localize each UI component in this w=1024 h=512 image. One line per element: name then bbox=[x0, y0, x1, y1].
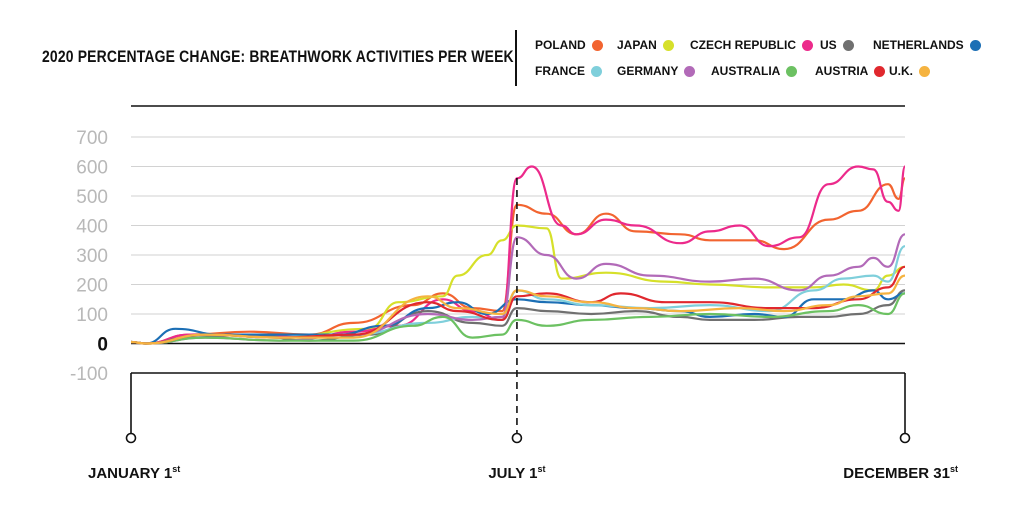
y-tick-label: 700 bbox=[76, 128, 108, 149]
y-tick-label: 500 bbox=[76, 187, 108, 208]
legend-swatch bbox=[802, 39, 814, 51]
legend-item-us: US bbox=[820, 38, 854, 52]
legend-label: JAPAN bbox=[617, 38, 657, 52]
legend-label: U.K. bbox=[889, 64, 913, 78]
y-tick-label: 400 bbox=[76, 217, 108, 238]
milestone-label-text: DECEMBER 31 bbox=[843, 465, 950, 482]
legend-separator bbox=[515, 30, 517, 86]
legend-item-netherlands: NETHERLANDS bbox=[873, 38, 981, 52]
series-line-us bbox=[130, 289, 906, 345]
legend-label: FRANCE bbox=[535, 64, 585, 78]
milestone-label-suffix: st bbox=[172, 464, 180, 474]
legend-item-japan: JAPAN bbox=[617, 38, 674, 52]
legend-swatch bbox=[662, 39, 674, 51]
milestone-marker bbox=[899, 432, 911, 444]
legend-label: AUSTRALIA bbox=[711, 64, 781, 78]
legend-item-australia: AUSTRALIA bbox=[711, 64, 798, 78]
legend-item-france: FRANCE bbox=[535, 64, 602, 78]
legend-label: GERMANY bbox=[617, 64, 679, 78]
series-line-poland bbox=[130, 177, 907, 345]
milestone-label-july-1: JULY 1st bbox=[488, 464, 545, 482]
legend-swatch bbox=[874, 65, 886, 77]
y-tick-label: 200 bbox=[76, 276, 108, 297]
legend-item-austria: AUSTRIA bbox=[815, 64, 886, 78]
milestone-label-text: JULY 1 bbox=[488, 465, 537, 482]
milestone-label-text: JANUARY 1 bbox=[88, 465, 172, 482]
y-tick-label: 100 bbox=[76, 305, 108, 326]
legend-swatch bbox=[969, 39, 981, 51]
legend-swatch bbox=[842, 39, 854, 51]
milestone-label-january-1: JANUARY 1st bbox=[88, 464, 180, 482]
legend-swatch bbox=[684, 65, 696, 77]
y-tick-label: 0 bbox=[97, 335, 108, 356]
legend-swatch bbox=[591, 65, 602, 77]
legend-swatch bbox=[786, 65, 798, 77]
milestone-label-suffix: st bbox=[538, 464, 546, 474]
series-line-france bbox=[130, 245, 906, 345]
milestone-marker bbox=[511, 432, 523, 444]
milestone-marker bbox=[125, 432, 137, 444]
milestone-label-december-31: DECEMBER 31st bbox=[843, 464, 958, 482]
legend-label: US bbox=[820, 38, 837, 52]
y-tick-label: -100 bbox=[70, 364, 108, 385]
legend-label: POLAND bbox=[535, 38, 586, 52]
legend-item-u-k-: U.K. bbox=[889, 64, 930, 78]
milestone-label-suffix: st bbox=[950, 464, 958, 474]
y-tick-label: 600 bbox=[76, 158, 108, 179]
chart-title: 2020 PERCENTAGE CHANGE: BREATHWORK ACTIV… bbox=[42, 47, 514, 66]
legend-item-poland: POLAND bbox=[535, 38, 603, 52]
series-line-netherlands bbox=[130, 289, 906, 345]
series-line-u-k- bbox=[130, 274, 906, 345]
legend-item-germany: GERMANY bbox=[617, 64, 696, 78]
legend-item-czech-republic: CZECH REPUBLIC bbox=[690, 38, 814, 52]
legend-label: AUSTRIA bbox=[815, 64, 869, 78]
legend-swatch bbox=[591, 39, 603, 51]
series-line-australia bbox=[130, 292, 906, 345]
legend-label: CZECH REPUBLIC bbox=[690, 38, 797, 52]
legend-label: NETHERLANDS bbox=[873, 38, 964, 52]
y-tick-label: 300 bbox=[76, 246, 108, 267]
series-line-germany bbox=[130, 233, 906, 345]
legend-swatch bbox=[919, 65, 930, 77]
